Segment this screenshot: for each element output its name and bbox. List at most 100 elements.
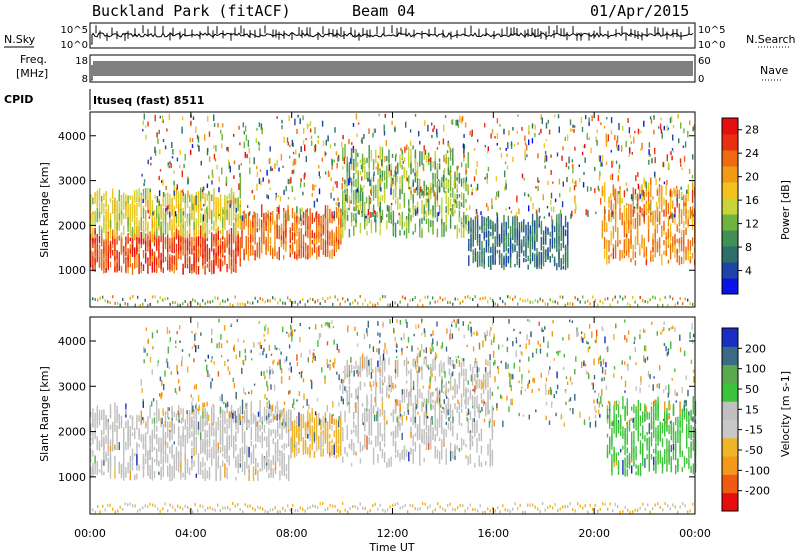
range-gate-cell bbox=[637, 172, 639, 177]
range-gate-cell bbox=[213, 207, 215, 217]
range-gate-cell bbox=[348, 195, 351, 211]
range-gate-cell bbox=[421, 227, 423, 232]
cpid-value: Ituseq (fast) 8511 bbox=[93, 94, 204, 107]
range-gate-cell bbox=[669, 231, 672, 238]
range-gate-cell bbox=[162, 119, 164, 123]
range-gate-cell bbox=[656, 241, 659, 253]
range-gate-cell bbox=[355, 360, 357, 369]
range-gate-cell bbox=[329, 415, 331, 430]
range-gate-cell bbox=[129, 434, 131, 447]
range-gate-cell bbox=[421, 151, 423, 165]
range-gate-cell bbox=[398, 212, 400, 216]
range-gate-cell bbox=[685, 209, 687, 217]
range-gate-cell bbox=[294, 300, 296, 304]
range-gate-cell bbox=[528, 139, 530, 146]
range-gate-cell bbox=[326, 428, 329, 440]
range-gate-cell bbox=[509, 226, 512, 231]
range-gate-cell bbox=[180, 435, 182, 447]
range-gate-cell bbox=[359, 171, 362, 175]
range-gate-cell bbox=[151, 249, 153, 256]
range-gate-cell bbox=[536, 214, 538, 227]
range-gate-cell bbox=[290, 176, 292, 184]
range-gate-cell bbox=[162, 258, 164, 263]
range-gate-cell bbox=[425, 155, 428, 163]
range-gate-cell bbox=[103, 239, 105, 246]
range-gate-cell bbox=[186, 416, 189, 425]
range-gate-cell bbox=[98, 225, 101, 236]
range-gate-cell bbox=[224, 257, 226, 265]
range-gate-cell bbox=[379, 196, 381, 206]
range-gate-cell bbox=[441, 212, 443, 225]
range-gate-cell bbox=[529, 300, 531, 304]
range-gate-cell bbox=[96, 443, 98, 451]
range-gate-cell bbox=[361, 191, 364, 206]
range-gate-cell bbox=[136, 444, 138, 448]
range-gate-cell bbox=[569, 186, 571, 193]
range-gate-cell bbox=[114, 415, 116, 423]
range-gate-cell bbox=[182, 434, 184, 447]
range-gate-cell bbox=[171, 197, 173, 209]
range-gate-cell bbox=[614, 240, 617, 245]
range-gate-cell bbox=[557, 114, 560, 119]
range-gate-cell bbox=[170, 163, 172, 169]
range-gate-cell bbox=[608, 255, 610, 259]
range-gate-cell bbox=[114, 402, 116, 415]
range-gate-cell bbox=[181, 116, 184, 121]
range-gate-cell bbox=[604, 209, 606, 214]
range-gate-cell bbox=[490, 256, 492, 267]
range-gate-cell bbox=[550, 192, 553, 199]
range-gate-cell bbox=[123, 252, 125, 264]
range-gate-cell bbox=[147, 187, 149, 203]
range-gate-cell bbox=[472, 249, 474, 255]
range-gate-cell bbox=[599, 171, 601, 177]
range-gate-cell bbox=[224, 463, 226, 478]
range-gate-cell bbox=[363, 184, 365, 188]
range-gate-cell bbox=[374, 303, 376, 307]
range-gate-cell bbox=[524, 299, 526, 303]
range-gate-cell bbox=[628, 153, 630, 157]
range-gate-cell bbox=[230, 233, 233, 243]
range-gate-cell bbox=[116, 405, 118, 420]
range-gate-cell bbox=[447, 181, 450, 189]
range-gate-cell bbox=[125, 236, 127, 240]
range-gate-cell bbox=[269, 237, 272, 244]
range-gate-cell bbox=[309, 412, 311, 425]
range-gate-cell bbox=[413, 188, 415, 193]
range-gate-cell bbox=[641, 184, 643, 190]
range-gate-cell bbox=[215, 214, 217, 220]
range-gate-cell bbox=[125, 257, 127, 272]
range-gate-cell bbox=[167, 297, 169, 300]
range-gate-cell bbox=[404, 296, 406, 300]
range-gate-cell bbox=[335, 201, 337, 206]
range-gate-cell bbox=[619, 188, 621, 204]
range-gate-cell bbox=[153, 471, 156, 479]
range-gate-cell bbox=[255, 443, 257, 449]
range-gate-cell bbox=[645, 181, 647, 189]
range-gate-cell bbox=[579, 300, 581, 304]
range-gate-cell bbox=[355, 219, 357, 228]
range-gate-cell bbox=[313, 417, 316, 430]
range-gate-cell bbox=[534, 253, 536, 268]
range-gate-cell bbox=[614, 135, 616, 140]
range-gate-cell bbox=[244, 463, 246, 469]
range-gate-cell bbox=[335, 242, 338, 253]
range-gate-cell bbox=[258, 247, 261, 255]
range-gate-cell bbox=[129, 247, 131, 254]
range-gate-cell bbox=[663, 197, 665, 206]
range-gate-cell bbox=[167, 409, 169, 418]
range-gate-cell bbox=[149, 435, 151, 440]
range-gate-cell bbox=[419, 218, 421, 229]
range-gate-cell bbox=[527, 224, 529, 235]
range-gate-cell bbox=[213, 448, 215, 459]
range-gate-cell bbox=[672, 246, 674, 253]
range-gate-cell bbox=[471, 188, 474, 191]
range-gate-cell bbox=[289, 232, 291, 239]
range-gate-cell bbox=[340, 433, 342, 448]
range-gate-cell bbox=[145, 432, 147, 443]
range-gate-cell bbox=[98, 211, 101, 219]
range-gate-cell bbox=[294, 233, 296, 245]
range-gate-cell bbox=[361, 353, 364, 369]
range-gate-cell bbox=[691, 175, 694, 179]
range-gate-cell bbox=[656, 189, 659, 196]
range-gate-cell bbox=[120, 246, 123, 255]
